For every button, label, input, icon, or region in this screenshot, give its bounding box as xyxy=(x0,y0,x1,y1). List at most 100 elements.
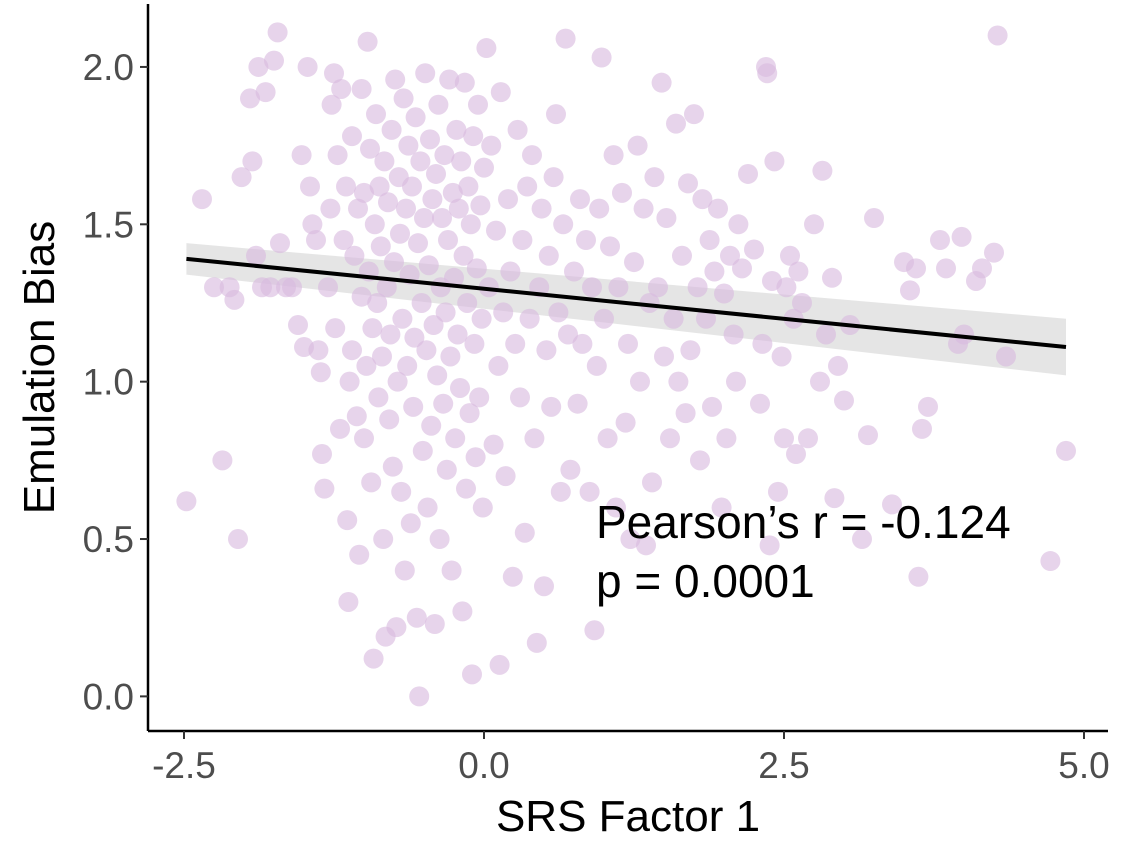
data-point xyxy=(656,208,677,229)
data-point xyxy=(325,318,346,339)
data-point xyxy=(624,252,644,273)
data-point xyxy=(972,258,992,279)
data-point xyxy=(264,50,284,71)
data-point xyxy=(792,292,812,313)
data-point xyxy=(636,535,656,556)
data-point xyxy=(393,88,414,109)
data-point xyxy=(906,258,926,279)
data-point xyxy=(462,664,482,685)
data-point xyxy=(612,182,632,203)
data-point xyxy=(555,28,576,49)
data-point xyxy=(822,267,842,288)
correlation-annotation: Pearson’s r = -0.124 xyxy=(596,496,1011,548)
data-point xyxy=(483,434,504,455)
data-point xyxy=(912,418,932,439)
data-point xyxy=(858,425,878,446)
data-point xyxy=(342,340,362,361)
data-point xyxy=(324,63,344,84)
data-point xyxy=(463,126,484,147)
data-point xyxy=(432,208,452,229)
data-point xyxy=(357,31,378,52)
data-point xyxy=(368,387,389,408)
data-point xyxy=(320,198,341,219)
data-point xyxy=(630,371,650,392)
y-tick-label: 1.0 xyxy=(83,362,134,403)
data-point xyxy=(248,56,269,77)
data-point xyxy=(351,78,372,99)
data-point xyxy=(764,151,785,172)
data-point xyxy=(424,613,445,634)
data-point xyxy=(618,333,638,354)
data-point xyxy=(312,444,332,465)
data-point xyxy=(397,355,418,376)
data-point xyxy=(387,371,408,392)
data-point xyxy=(204,277,224,298)
data-point xyxy=(500,261,521,282)
data-point xyxy=(411,292,432,313)
data-point xyxy=(639,292,660,313)
data-point xyxy=(576,230,596,251)
x-axis-ticks: -2.5 0.0 2.5 5.0 xyxy=(152,731,1110,786)
data-point xyxy=(519,308,540,329)
data-point xyxy=(495,466,516,487)
data-point xyxy=(723,324,744,345)
data-point xyxy=(1056,440,1076,461)
data-point xyxy=(435,302,456,323)
data-point xyxy=(936,258,956,279)
data-point xyxy=(444,267,464,288)
x-tick-label: 2.5 xyxy=(758,745,809,786)
data-point xyxy=(816,324,836,345)
data-point xyxy=(918,396,938,417)
data-point xyxy=(291,145,312,166)
data-point xyxy=(648,277,668,298)
data-point xyxy=(534,576,554,597)
data-point xyxy=(567,393,588,414)
data-point xyxy=(672,245,692,266)
data-point xyxy=(644,167,665,188)
data-point xyxy=(476,38,497,59)
data-point xyxy=(987,25,1008,46)
data-point xyxy=(472,497,493,518)
data-point xyxy=(864,208,884,229)
y-tick-label: 0.5 xyxy=(83,519,134,560)
data-point xyxy=(370,236,391,257)
data-point xyxy=(600,236,620,257)
data-point xyxy=(541,396,562,417)
data-point xyxy=(524,428,545,449)
data-point xyxy=(438,230,458,251)
data-point xyxy=(465,447,486,468)
data-point xyxy=(460,214,481,235)
data-point xyxy=(589,198,610,219)
data-point xyxy=(360,138,380,159)
data-point xyxy=(376,277,397,298)
data-point xyxy=(302,214,323,235)
data-point xyxy=(505,333,526,354)
data-point xyxy=(696,308,716,329)
data-point xyxy=(526,632,547,653)
data-point xyxy=(488,355,509,376)
data-point xyxy=(597,428,618,449)
data-point xyxy=(469,387,490,408)
data-point xyxy=(354,182,374,203)
data-point xyxy=(788,261,809,282)
data-point xyxy=(804,214,824,235)
data-point xyxy=(489,654,510,675)
data-point xyxy=(212,450,233,471)
data-point xyxy=(620,529,641,550)
data-point xyxy=(420,129,440,150)
data-point xyxy=(738,163,758,184)
data-point xyxy=(536,340,557,361)
data-point xyxy=(300,176,320,197)
data-point xyxy=(381,119,402,140)
data-point xyxy=(558,324,578,345)
data-point xyxy=(415,63,436,84)
data-point xyxy=(908,566,929,587)
data-point xyxy=(414,208,434,229)
data-point xyxy=(732,258,752,279)
data-point xyxy=(405,107,426,128)
data-point xyxy=(409,686,430,707)
data-point xyxy=(378,192,398,213)
data-point xyxy=(606,497,626,518)
data-point xyxy=(900,280,920,301)
data-point xyxy=(364,214,385,235)
